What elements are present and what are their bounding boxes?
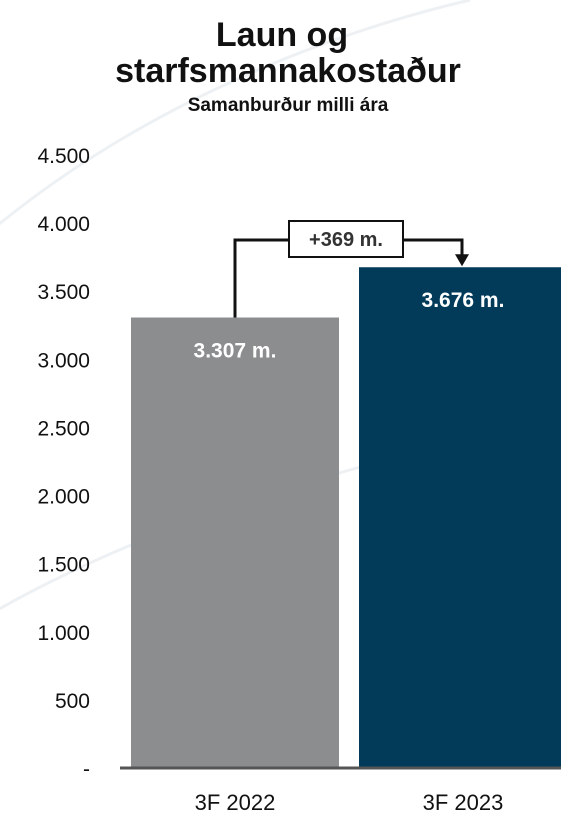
title-line-1: Laun og — [216, 16, 348, 54]
bars: 3.307 m. 3.676 m. — [131, 267, 561, 768]
bar-2 — [359, 267, 561, 768]
arrow-head-icon — [455, 254, 469, 267]
chart-title: Laun og starfsmannakostaður Samanburður … — [115, 16, 461, 116]
x-tick-label: 3F 2022 — [195, 790, 276, 813]
y-tick-label: 1.000 — [37, 622, 90, 645]
y-tick-label: 3.000 — [37, 349, 90, 372]
bar-value-label: 3.676 m. — [422, 289, 505, 312]
y-axis: - 500 1.000 1.500 2.000 2.500 3.000 3.500 4.000 4… — [37, 145, 90, 781]
y-tick-label: 2.500 — [37, 417, 90, 440]
y-tick-label: 2.000 — [37, 486, 90, 509]
chart-subtitle: Samanburður milli ára — [188, 95, 389, 116]
bar-value-label: 3.307 m. — [194, 340, 277, 363]
y-tick-label: 4.500 — [37, 145, 90, 168]
title-line-2: starfsmannakostaður — [115, 52, 461, 90]
delta-label: +369 m. — [309, 229, 383, 251]
y-tick-label: - — [83, 758, 90, 781]
y-tick-label: 500 — [55, 690, 90, 713]
bar-1 — [131, 317, 339, 768]
x-axis: 3F 2022 3F 2023 — [120, 766, 561, 813]
y-tick-label: 4.000 — [37, 213, 90, 236]
y-tick-label: 3.500 — [37, 281, 90, 304]
y-tick-label: 1.500 — [37, 554, 90, 577]
delta-box — [288, 220, 404, 258]
delta-annotation: +369 m. — [233, 220, 469, 318]
x-tick-label: 3F 2023 — [423, 790, 504, 813]
